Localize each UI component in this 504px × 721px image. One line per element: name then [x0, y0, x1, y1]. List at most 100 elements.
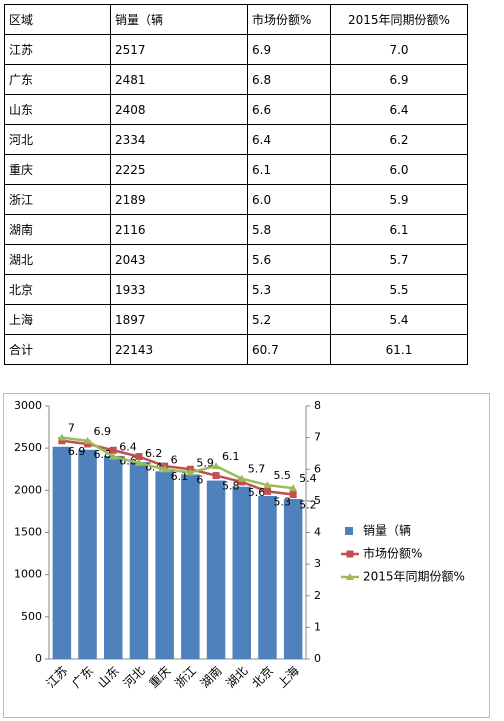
x-tick-label: 湖南 — [197, 663, 225, 691]
x-tick-label: 山东 — [95, 664, 122, 691]
data-label: 6.1 — [222, 450, 240, 463]
table-cell: 北京 — [4, 274, 111, 305]
x-tick-label: 广东 — [69, 664, 96, 691]
data-label: 5.5 — [273, 469, 291, 482]
chart: 0 500 1000 1500 2000 2500 3000 0 1 2 3 4 5 6 7 8 江苏广东山东河… — [3, 393, 490, 718]
y-tick-label: 2000 — [14, 483, 42, 496]
table-cell: 6.9 — [247, 34, 331, 65]
data-label: 5.7 — [248, 463, 266, 476]
table-cell: 2116 — [110, 214, 248, 245]
marker — [58, 437, 66, 445]
line — [61, 439, 294, 496]
y-tick-label: 3000 — [14, 399, 42, 412]
x-tick-label: 江苏 — [44, 664, 71, 691]
data-label: 6.2 — [145, 447, 163, 460]
table-cell: 2517 — [110, 34, 248, 65]
table-cell: 山东 — [4, 94, 111, 125]
marker — [160, 465, 169, 473]
x-tick-label: 湖北 — [223, 663, 251, 691]
y2-tick-label: 0 — [314, 652, 321, 665]
data-label: 5.9 — [196, 456, 214, 469]
table-cell: 6.4 — [247, 124, 331, 155]
legend-label: 销量（辆 — [363, 524, 411, 538]
table-cell: 22143 — [110, 334, 248, 365]
legend-swatch — [345, 527, 353, 535]
data-label: 5.6 — [248, 486, 266, 499]
table-cell: 浙江 — [4, 184, 111, 215]
table-cell: 区域 — [4, 4, 111, 35]
marker — [84, 440, 92, 448]
bar — [206, 480, 226, 659]
table-cell: 6.1 — [330, 214, 468, 245]
marker — [263, 487, 271, 495]
marker — [109, 446, 117, 454]
table-cell: 5.5 — [330, 274, 468, 305]
table-row: 上海 1897 5.2 5.4 — [4, 304, 468, 335]
table-cell: 2189 — [110, 184, 248, 215]
table-cell: 2481 — [110, 64, 248, 95]
table-cell: 重庆 — [4, 154, 111, 185]
marker — [57, 433, 66, 441]
marker — [238, 478, 246, 486]
data-label: 5.4 — [299, 472, 317, 485]
table-cell: 2015年同期份额% — [330, 4, 468, 35]
table-row: 山东 2408 6.6 6.4 — [4, 94, 468, 125]
table-row: 广东 2481 6.8 6.9 — [4, 64, 468, 95]
y-tick-label: 1000 — [14, 568, 42, 581]
table-cell: 上海 — [4, 304, 111, 335]
table-cell: 5.8 — [247, 214, 331, 245]
y2-tick-label: 7 — [314, 431, 321, 444]
table-cell: 61.1 — [330, 334, 468, 365]
data-label: 7 — [68, 422, 75, 435]
marker — [109, 452, 118, 460]
y2-tick-label: 6 — [314, 462, 321, 475]
data-label: 6.1 — [171, 470, 189, 483]
data-label: 5.3 — [273, 495, 291, 508]
table-cell: 广东 — [4, 64, 111, 95]
x-tick-label: 北京 — [249, 664, 276, 691]
bar — [129, 462, 149, 659]
table-row: 重庆 2225 6.1 6.0 — [4, 154, 468, 185]
legend-label: 市场份额% — [363, 546, 422, 561]
table-cell: 7.0 — [330, 34, 468, 65]
y2-tick-label: 1 — [314, 620, 321, 633]
marker — [263, 481, 272, 489]
table-cell: 5.9 — [330, 184, 468, 215]
line — [61, 436, 294, 490]
data-label: 5.8 — [222, 480, 240, 493]
header-row: 区域 销量（辆 市场份额% 2015年同期份额% — [4, 4, 468, 35]
table-cell: 6.1 — [247, 154, 331, 185]
table-row: 湖北 2043 5.6 5.7 — [4, 244, 468, 275]
data-label: 6.9 — [68, 445, 86, 458]
data-label: 6 — [196, 473, 203, 486]
bar — [258, 495, 277, 659]
table-cell: 湖南 — [4, 214, 111, 245]
table-cell: 1933 — [110, 274, 248, 305]
table-cell: 5.7 — [330, 244, 468, 275]
table-row: 浙江 2189 6.0 5.9 — [4, 184, 468, 215]
marker — [186, 468, 195, 476]
marker — [212, 472, 220, 480]
y2-tick-label: 2 — [314, 589, 321, 602]
marker — [289, 491, 297, 499]
table-row: 北京 1933 5.3 5.5 — [4, 274, 468, 305]
table-cell: 6.6 — [247, 94, 331, 125]
table-cell: 6.2 — [330, 124, 468, 155]
x-tick-label: 上海 — [274, 663, 302, 691]
bar — [155, 471, 174, 659]
y2-tick-label: 3 — [314, 557, 321, 570]
table-cell: 6.9 — [330, 64, 468, 95]
legend-marker — [346, 573, 354, 580]
table-cell: 6.0 — [330, 154, 468, 185]
legend-label: 2015年同期份额% — [363, 570, 465, 584]
marker — [134, 458, 143, 466]
data-label: 6 — [171, 453, 178, 466]
bar — [232, 486, 252, 659]
bar — [78, 449, 97, 659]
data-label: 6.9 — [94, 425, 112, 438]
bar — [283, 499, 303, 659]
data-label: 5.2 — [299, 499, 317, 512]
data-label: 6.4 — [119, 441, 137, 454]
table-cell: 5.6 — [247, 244, 331, 275]
